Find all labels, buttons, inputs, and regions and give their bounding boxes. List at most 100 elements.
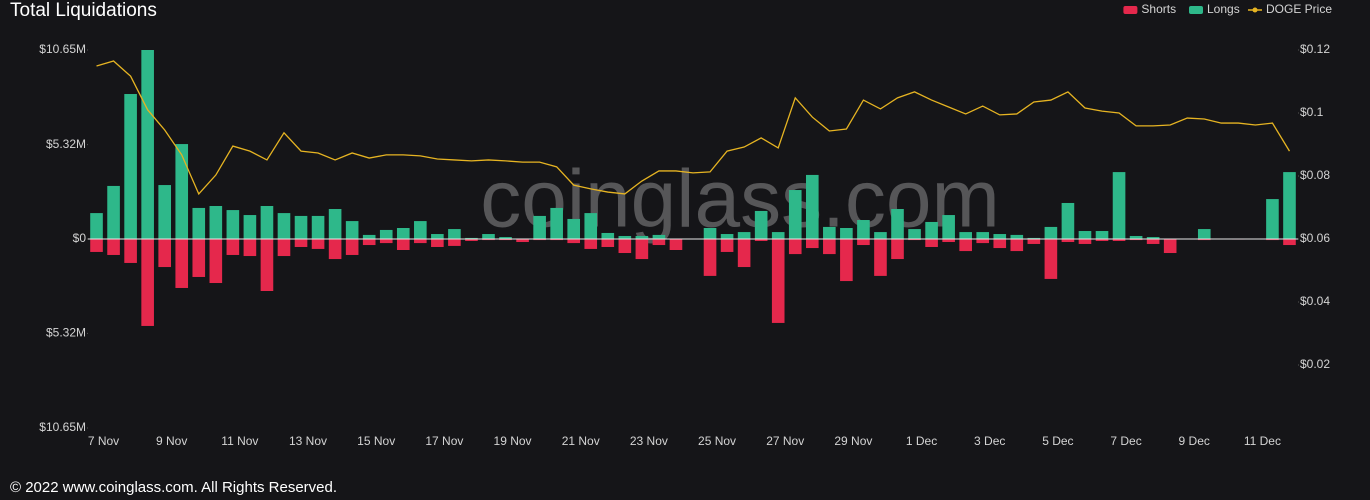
- bar: [1283, 172, 1296, 239]
- bar: [635, 239, 649, 260]
- bar: [1078, 239, 1092, 244]
- bar: [805, 174, 819, 239]
- legend: Shorts Longs DOGE Price: [1123, 2, 1332, 16]
- bar: [874, 239, 887, 276]
- bar: [754, 239, 768, 241]
- bar: [431, 234, 444, 239]
- y-tick-label: $10.65M: [39, 420, 86, 434]
- bar: [362, 234, 376, 239]
- x-tick-label: 7 Dec: [1110, 434, 1141, 448]
- chart-title: Total Liquidations: [10, 0, 157, 21]
- bar: [891, 239, 904, 260]
- bar: [805, 239, 819, 249]
- x-tick-label: 23 Nov: [630, 434, 668, 448]
- bar: [601, 239, 615, 247]
- bar: [840, 239, 853, 282]
- bar: [431, 239, 444, 247]
- bar: [857, 239, 870, 246]
- bar: [414, 239, 427, 244]
- bar: [1095, 231, 1109, 239]
- bar: [550, 207, 563, 239]
- y-tick-label: $5.32M: [46, 326, 86, 340]
- x-tick-label: 17 Nov: [425, 434, 463, 448]
- legend-swatch: [1189, 6, 1203, 14]
- bar: [1078, 231, 1092, 239]
- bar: [328, 239, 342, 260]
- bar: [175, 144, 189, 239]
- bar: [482, 234, 495, 239]
- bar: [993, 234, 1007, 239]
- bar: [1061, 239, 1075, 243]
- bar: [1197, 239, 1211, 241]
- bar: [90, 213, 103, 239]
- bar: [414, 221, 427, 239]
- bar: [1095, 239, 1109, 241]
- footer: © 2022 www.coinglass.com. All Rights Res…: [10, 479, 337, 496]
- y-tick-label: $0: [73, 231, 87, 245]
- bar: [737, 232, 751, 239]
- bar: [635, 235, 649, 239]
- bar: [277, 239, 291, 257]
- bar: [379, 229, 393, 239]
- bar: [243, 215, 257, 239]
- bar: [465, 239, 478, 241]
- bar: [1163, 239, 1177, 254]
- x-tick-label: 21 Nov: [562, 434, 600, 448]
- bar: [976, 239, 990, 244]
- x-tick-label: 19 Nov: [494, 434, 532, 448]
- bar: [311, 215, 325, 239]
- bar: [90, 239, 103, 252]
- bar: [1010, 239, 1024, 252]
- bar: [499, 239, 512, 241]
- bar: [737, 239, 751, 268]
- x-tick-label: 1 Dec: [906, 434, 937, 448]
- y2-tick-label: $0.08: [1300, 168, 1330, 182]
- bar: [550, 239, 563, 241]
- x-tick-label: 7 Nov: [88, 434, 119, 448]
- bar: [788, 190, 802, 239]
- bar: [345, 221, 359, 239]
- bar: [601, 232, 615, 239]
- bar: [652, 234, 666, 239]
- bar: [652, 239, 666, 246]
- bar: [209, 239, 223, 284]
- legend-label: Longs: [1207, 2, 1240, 16]
- bar: [857, 220, 870, 239]
- bar: [584, 239, 598, 249]
- bar: [124, 239, 137, 263]
- y2-tick-label: $0.06: [1300, 231, 1330, 245]
- price-line: [96, 60, 1291, 196]
- y2-tick-label: $0.04: [1300, 294, 1330, 308]
- bar: [533, 215, 546, 239]
- bar: [754, 210, 768, 239]
- bar: [584, 213, 598, 239]
- bar: [669, 239, 683, 251]
- bar: [294, 215, 308, 239]
- bar: [720, 234, 734, 239]
- bar: [260, 239, 274, 291]
- bar: [209, 205, 223, 239]
- bar: [908, 229, 921, 239]
- bar: [1112, 172, 1126, 239]
- bar: [1283, 239, 1296, 246]
- bar: [396, 239, 410, 251]
- bar: [942, 239, 955, 243]
- bar: [107, 239, 120, 255]
- bar: [567, 239, 581, 244]
- bar: [533, 239, 546, 241]
- bar: [226, 210, 240, 239]
- bar: [959, 239, 972, 252]
- y-tick-label: $5.32M: [46, 137, 86, 151]
- bar: [925, 239, 938, 247]
- bar: [294, 239, 308, 247]
- bar: [516, 239, 529, 243]
- bar: [1266, 199, 1279, 239]
- bar: [942, 215, 955, 239]
- x-tick-label: 13 Nov: [289, 434, 327, 448]
- legend-label: DOGE Price: [1266, 2, 1332, 16]
- x-tick-label: 15 Nov: [357, 434, 395, 448]
- bar: [1027, 239, 1041, 244]
- x-tick-label: 11 Dec: [1244, 434, 1281, 448]
- bar: [1146, 237, 1160, 239]
- bar: [567, 218, 581, 239]
